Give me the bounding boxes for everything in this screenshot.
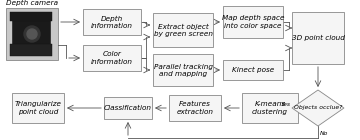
- Text: Color
information: Color information: [91, 52, 133, 65]
- Bar: [223, 60, 283, 80]
- Bar: [10, 44, 52, 56]
- Text: Kinect pose: Kinect pose: [232, 67, 274, 73]
- Text: Classification: Classification: [104, 105, 152, 111]
- Text: Yes: Yes: [281, 102, 291, 108]
- Bar: [10, 12, 52, 21]
- Bar: [83, 9, 141, 35]
- Bar: [83, 45, 141, 71]
- Circle shape: [27, 29, 37, 39]
- Bar: [12, 93, 64, 123]
- Text: 3D point cloud: 3D point cloud: [292, 35, 345, 41]
- Text: Depth camera: Depth camera: [6, 0, 58, 6]
- Text: K-means
clustering: K-means clustering: [252, 102, 288, 115]
- Text: No: No: [320, 131, 328, 136]
- Polygon shape: [292, 90, 344, 126]
- Bar: [12, 20, 50, 50]
- Text: Map depth space
into color space: Map depth space into color space: [222, 15, 284, 29]
- Bar: [6, 8, 58, 60]
- Text: Features
extraction: Features extraction: [176, 102, 213, 115]
- Bar: [292, 12, 344, 64]
- Text: Extract object
by green screen: Extract object by green screen: [153, 23, 212, 37]
- Circle shape: [24, 26, 40, 42]
- Text: Parallel tracking
and mapping: Parallel tracking and mapping: [153, 63, 212, 77]
- Bar: [104, 97, 152, 119]
- Bar: [169, 95, 221, 121]
- Text: Depth
information: Depth information: [91, 15, 133, 29]
- Bar: [153, 13, 213, 47]
- Text: Objects occlue?: Objects occlue?: [294, 106, 342, 110]
- Text: Triangularize
point cloud: Triangularize point cloud: [14, 102, 62, 115]
- Bar: [153, 54, 213, 86]
- Bar: [242, 93, 298, 123]
- Bar: [223, 6, 283, 38]
